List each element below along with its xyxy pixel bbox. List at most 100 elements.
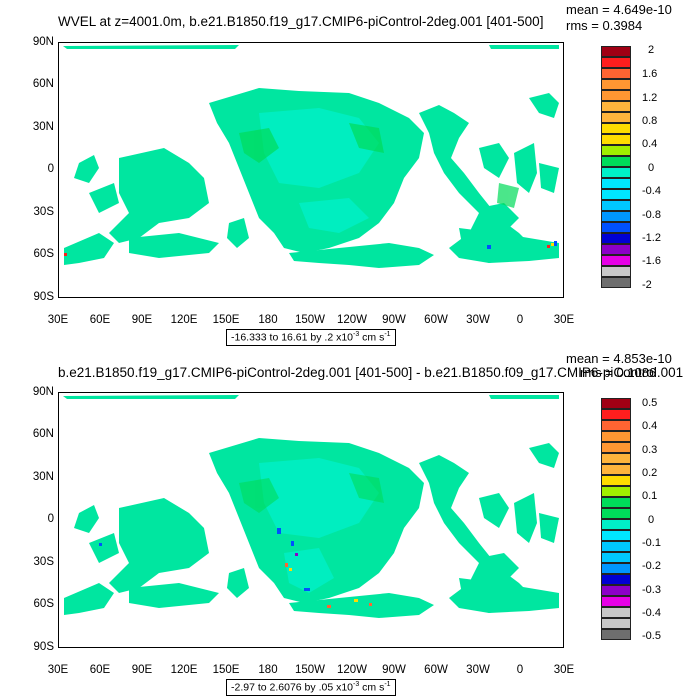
legend-swatch [601, 79, 631, 90]
lon-label: 180 [258, 664, 278, 676]
legend-label: -0.8 [642, 209, 661, 221]
lon-label: 30W [466, 664, 490, 676]
legend-label: 2 [648, 44, 655, 56]
lon-label: 180 [258, 314, 278, 326]
legend-label: -0.3 [642, 584, 661, 596]
legend-label: 0 [648, 514, 655, 526]
legend-swatch [601, 563, 631, 574]
legend-swatch [601, 101, 631, 112]
legend-swatch [601, 178, 631, 189]
contour-range-info: -2.97 to 2.6076 by .05 x10-3 cm s-1 [226, 679, 396, 696]
lat-label: 30N [32, 121, 54, 133]
legend-swatch [601, 409, 631, 420]
legend-swatch [601, 618, 631, 629]
legend-label: -0.2 [642, 560, 661, 572]
legend-swatch [601, 530, 631, 541]
legend-swatch [601, 519, 631, 530]
panel-title: b.e21.B1850.f19_g17.CMIP6-piControl-2deg… [58, 365, 684, 380]
lon-label: 60E [89, 314, 111, 326]
lat-label: 30S [33, 556, 54, 568]
legend-swatch [601, 629, 631, 640]
legend-swatch [601, 123, 631, 134]
legend-label: -0.5 [642, 630, 661, 642]
legend-swatch [601, 68, 631, 79]
lon-label: 150W [294, 664, 326, 676]
legend-label: 0.1 [642, 490, 658, 502]
legend-swatch [601, 255, 631, 266]
legend-swatch [601, 46, 631, 57]
legend-swatch [601, 244, 631, 255]
legend-swatch [601, 607, 631, 618]
legend-label: -0.1 [642, 537, 661, 549]
legend-label: -0.4 [642, 607, 661, 619]
mean-stat: mean = 4.853e-10 [566, 351, 672, 366]
legend-swatch [601, 211, 631, 222]
lon-label: 60W [424, 314, 448, 326]
lat-label: 30N [32, 471, 54, 483]
lon-label: 60W [424, 664, 448, 676]
lat-label: 60S [33, 248, 54, 260]
legend-swatch [601, 596, 631, 607]
ocean-field-map [63, 395, 559, 618]
lon-label: 120E [170, 664, 198, 676]
lat-label: 60N [32, 428, 54, 440]
lat-label: 90S [33, 291, 54, 303]
legend-swatch [601, 552, 631, 563]
legend-swatch [601, 508, 631, 519]
lon-label: 0 [516, 314, 524, 326]
lon-label: 30E [47, 314, 69, 326]
lon-label: 90W [382, 314, 406, 326]
lat-label: 90N [32, 386, 54, 398]
legend-swatch [601, 453, 631, 464]
legend-swatch [601, 200, 631, 211]
lat-label: 90N [32, 36, 54, 48]
panel-title: WVEL at z=4001.0m, b.e21.B1850.f19_g17.C… [58, 14, 544, 29]
lat-label: 30S [33, 206, 54, 218]
map-plot [58, 392, 564, 648]
legend-swatch [601, 431, 631, 442]
legend-swatch [601, 57, 631, 68]
lon-label: 30W [466, 314, 490, 326]
legend-label: 1.6 [642, 68, 658, 80]
lon-label: 120W [336, 664, 368, 676]
legend-swatch [601, 277, 631, 288]
lat-label: 90S [33, 641, 54, 653]
legend-swatch [601, 266, 631, 277]
legend-swatch [601, 574, 631, 585]
legend-swatch [601, 420, 631, 431]
legend-label: -0.4 [642, 185, 661, 197]
lon-label: 120E [170, 314, 198, 326]
legend-label: 0.5 [642, 397, 658, 409]
legend-swatch [601, 167, 631, 178]
legend-swatch [601, 442, 631, 453]
legend-label: 0.4 [642, 420, 658, 432]
legend-label: 0.8 [642, 115, 658, 127]
lon-label: 150W [294, 314, 326, 326]
legend-swatch [601, 486, 631, 497]
legend-swatch [601, 189, 631, 200]
panel-wvel: WVEL at z=4001.0m, b.e21.B1850.f19_g17.C… [32, 2, 672, 346]
legend-swatch [601, 475, 631, 486]
contour-range-info: -16.333 to 16.61 by .2 x10-3 cm s-1 [226, 329, 396, 346]
lat-label: 60S [33, 598, 54, 610]
legend-swatch [601, 222, 631, 233]
legend-label: -2 [642, 279, 652, 291]
legend-swatch [601, 134, 631, 145]
lon-label: 0 [516, 664, 524, 676]
ocean-field-map [63, 45, 559, 268]
lon-label: 30E [553, 314, 575, 326]
lon-label: 30E [47, 664, 69, 676]
legend-swatch [601, 398, 631, 409]
lon-label: 30E [553, 664, 575, 676]
legend-label: 0 [648, 162, 655, 174]
lon-label: 120W [336, 314, 368, 326]
rms-stat: rms = 0.1086 [580, 365, 657, 380]
legend-swatch [601, 541, 631, 552]
lon-label: 90W [382, 664, 406, 676]
panel-difference: b.e21.B1850.f19_g17.CMIP6-piControl-2deg… [0, 350, 700, 700]
legend-swatch [601, 112, 631, 123]
legend-label: -1.2 [642, 232, 661, 244]
mean-stat: mean = 4.649e-10 [566, 2, 672, 17]
legend-swatch [601, 145, 631, 156]
legend-label: 0.2 [642, 467, 658, 479]
